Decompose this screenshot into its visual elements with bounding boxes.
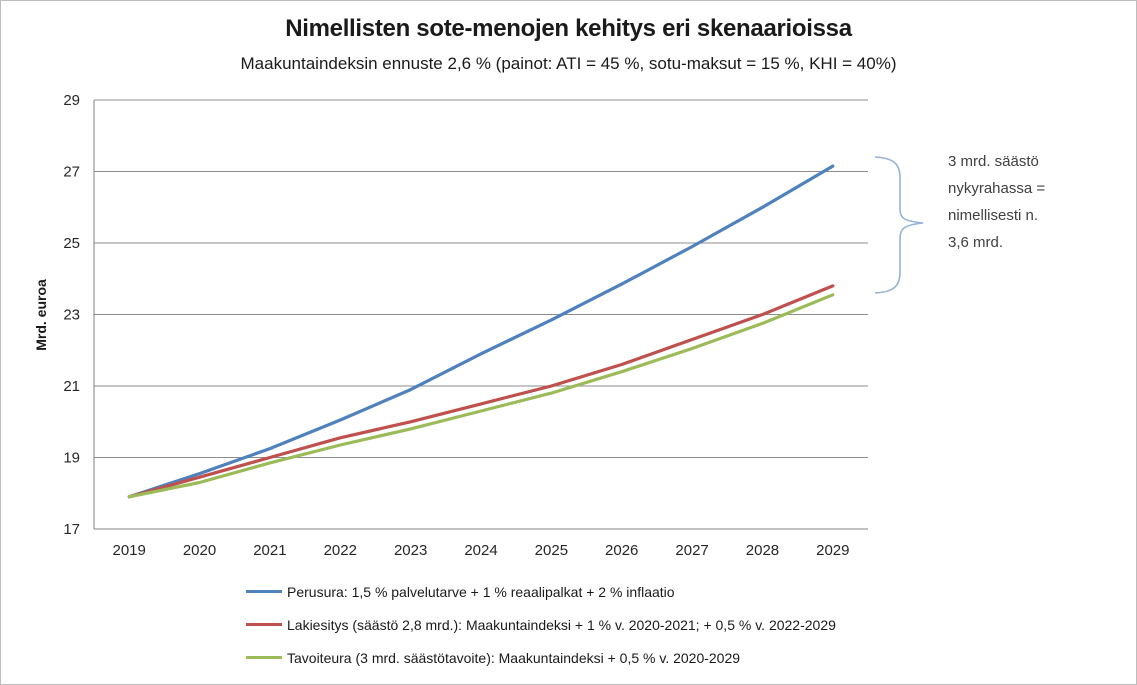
annotation-line-1: 3 mrd. säästö [948, 153, 1039, 170]
legend-swatch-perusura [246, 590, 282, 593]
y-tick-label: 27 [63, 164, 80, 181]
legend: Perusura: 1,5 % palvelutarve + 1 % reaal… [246, 575, 836, 674]
brace-bracket-icon [874, 156, 924, 294]
x-tick-label: 2024 [464, 542, 497, 559]
y-tick-label: 17 [63, 521, 80, 538]
x-tick-label: 2023 [394, 542, 427, 559]
chart-title: Nimellisten sote-menojen kehitys eri ske… [285, 15, 852, 42]
annotation-line-4: 3,6 mrd. [948, 234, 1004, 251]
gridlines [94, 99, 868, 530]
annotation-line-2: nykyrahassa = [948, 180, 1046, 197]
legend-swatch-tavoiteura [246, 656, 282, 659]
x-tick-label: 2019 [112, 542, 145, 559]
savings-annotation: 3 mrd. säästö nykyrahassa = nimellisesti… [948, 148, 1128, 256]
legend-item-perusura: Perusura: 1,5 % palvelutarve + 1 % reaal… [246, 575, 836, 608]
series-line-1 [127, 284, 835, 499]
y-tick-label: 25 [63, 235, 80, 252]
legend-label-perusura: Perusura: 1,5 % palvelutarve + 1 % reaal… [287, 583, 675, 600]
series-lines [127, 164, 835, 499]
legend-item-tavoiteura: Tavoiteura (3 mrd. säästötavoite): Maaku… [246, 641, 836, 674]
y-tick-label: 21 [63, 378, 80, 395]
y-tick-label: 23 [63, 307, 80, 324]
legend-swatch-lakiesitys [246, 623, 282, 626]
series-line-0 [127, 164, 835, 499]
x-tick-label: 2020 [183, 542, 216, 559]
legend-label-tavoiteura: Tavoiteura (3 mrd. säästötavoite): Maaku… [287, 649, 741, 666]
x-tick-label: 2022 [324, 542, 357, 559]
x-tick-label: 2026 [605, 542, 638, 559]
legend-label-lakiesitys: Lakiesitys (säästö 2,8 mrd.): Maakuntain… [287, 616, 836, 633]
x-tick-label: 2021 [253, 542, 286, 559]
x-tick-label: 2025 [535, 542, 568, 559]
y-tick-label: 29 [63, 92, 80, 109]
annotation-line-3: nimellisesti n. [948, 207, 1039, 224]
y-tick-label: 19 [63, 450, 80, 467]
tick-labels: 17 19 21 23 25 27 29 2019 2020 2021 2022 2023 2024 20… [63, 92, 849, 559]
series-line-2 [127, 293, 835, 499]
x-tick-label: 2028 [746, 542, 779, 559]
chart-subtitle: Maakuntaindeksin ennuste 2,6 % (painot: … [240, 54, 897, 73]
x-tick-label: 2029 [816, 542, 849, 559]
legend-item-lakiesitys: Lakiesitys (säästö 2,8 mrd.): Maakuntain… [246, 608, 836, 641]
axes [93, 100, 868, 530]
x-tick-label: 2027 [675, 542, 708, 559]
